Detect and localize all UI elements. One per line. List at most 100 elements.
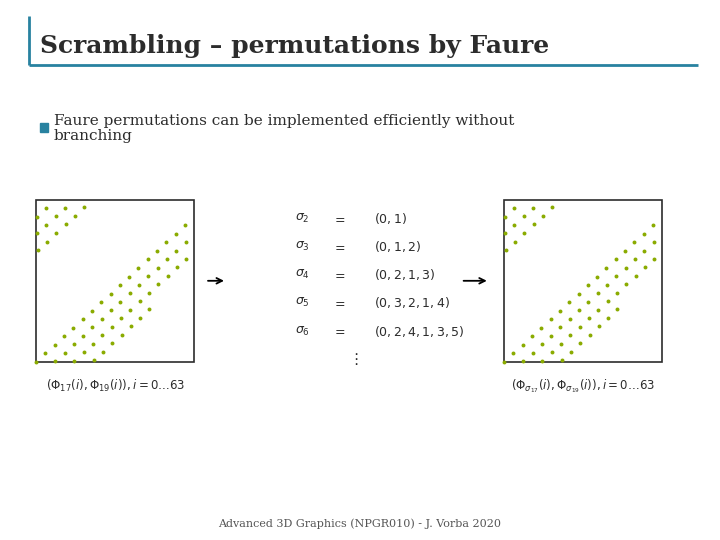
Point <box>629 255 641 264</box>
Point <box>546 203 558 212</box>
Point <box>536 340 548 349</box>
Point <box>498 357 510 366</box>
Point <box>97 348 109 356</box>
Point <box>573 289 585 298</box>
Text: branching: branching <box>54 129 133 143</box>
Point <box>32 229 43 238</box>
Point <box>527 348 539 357</box>
Point <box>528 220 539 229</box>
Point <box>518 228 530 237</box>
Point <box>68 323 79 332</box>
Point <box>77 332 89 340</box>
Point <box>60 220 71 229</box>
Text: $\sigma_6$: $\sigma_6$ <box>294 325 310 338</box>
Point <box>143 272 154 280</box>
Text: $=$: $=$ <box>331 240 346 253</box>
Point <box>612 305 624 314</box>
Point <box>546 348 557 357</box>
Point <box>135 314 146 322</box>
Point <box>638 230 649 238</box>
Point <box>564 298 575 306</box>
Point <box>603 314 614 322</box>
Point <box>619 247 631 255</box>
Point <box>170 230 181 238</box>
Point <box>87 340 99 348</box>
Point <box>611 272 622 280</box>
Point <box>132 264 144 272</box>
Point <box>649 254 660 263</box>
Point <box>96 331 108 340</box>
Point <box>78 203 90 212</box>
Point <box>88 356 99 365</box>
Point <box>564 331 576 340</box>
Point <box>593 306 604 314</box>
Point <box>573 306 585 314</box>
Point <box>554 323 566 332</box>
Point <box>123 272 135 281</box>
Bar <box>40 123 48 132</box>
Point <box>639 263 651 272</box>
Point <box>107 339 118 348</box>
Text: $(0,3,2,1,4)$: $(0,3,2,1,4)$ <box>374 295 451 310</box>
Point <box>40 349 51 357</box>
Point <box>114 281 125 289</box>
Point <box>499 213 510 221</box>
Point <box>593 322 605 330</box>
Point <box>509 237 521 246</box>
Point <box>536 323 547 332</box>
Point <box>134 297 145 306</box>
Text: $=$: $=$ <box>331 296 346 309</box>
Point <box>518 357 529 366</box>
Text: Advanced 3D Graphics (NPGR010) - J. Vorba 2020: Advanced 3D Graphics (NPGR010) - J. Vorb… <box>218 518 502 529</box>
Point <box>630 271 642 280</box>
Point <box>536 356 548 365</box>
Point <box>621 280 632 288</box>
Point <box>500 229 511 238</box>
Point <box>620 263 631 272</box>
Text: $=$: $=$ <box>331 325 346 338</box>
Text: $(0,1)$: $(0,1)$ <box>374 211 408 226</box>
Text: $(\Phi_{17}(i), \Phi_{19}(i)), i = 0 \ldots 63$: $(\Phi_{17}(i), \Phi_{19}(i)), i = 0 \ld… <box>45 378 185 394</box>
Point <box>125 322 137 330</box>
Point <box>125 306 136 314</box>
Text: Scrambling – permutations by Faure: Scrambling – permutations by Faure <box>40 34 549 58</box>
Point <box>162 271 174 280</box>
FancyBboxPatch shape <box>36 200 194 362</box>
Point <box>105 289 117 298</box>
Point <box>171 263 183 272</box>
Point <box>592 289 603 298</box>
Point <box>180 238 192 246</box>
Point <box>583 314 595 322</box>
Point <box>152 263 163 272</box>
Point <box>601 280 613 289</box>
Point <box>629 238 640 247</box>
Point <box>59 204 71 212</box>
Point <box>610 255 621 264</box>
Text: $\sigma_3$: $\sigma_3$ <box>294 240 310 253</box>
Point <box>554 306 566 315</box>
Point <box>40 204 52 213</box>
Point <box>86 323 98 332</box>
Point <box>600 264 612 272</box>
Point <box>115 314 127 322</box>
Point <box>50 357 61 366</box>
Point <box>59 348 71 357</box>
Point <box>144 305 156 314</box>
Text: $\sigma_2$: $\sigma_2$ <box>295 212 310 225</box>
Point <box>32 246 43 254</box>
Point <box>96 298 107 306</box>
Point <box>508 204 520 213</box>
Point <box>526 332 538 341</box>
Text: $=$: $=$ <box>331 212 346 225</box>
Text: $=$: $=$ <box>331 268 346 281</box>
Point <box>648 238 660 246</box>
Point <box>575 339 586 348</box>
Point <box>181 254 192 263</box>
Point <box>545 315 557 323</box>
Point <box>143 288 155 297</box>
Point <box>105 306 117 314</box>
Text: $\sigma_5$: $\sigma_5$ <box>295 296 310 309</box>
Text: $(0,2,4,1,3,5)$: $(0,2,4,1,3,5)$ <box>374 323 465 339</box>
Point <box>114 298 126 306</box>
Point <box>116 330 127 339</box>
